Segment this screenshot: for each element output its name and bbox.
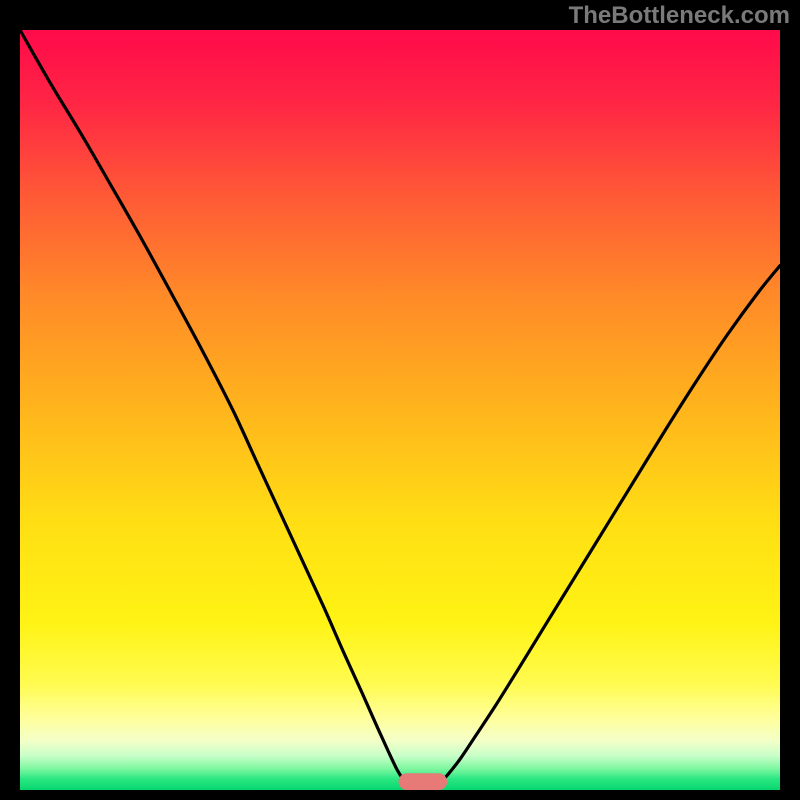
bottleneck-chart: TheBottleneck.com xyxy=(0,0,800,800)
chart-canvas xyxy=(0,0,800,800)
bottom-pill-marker xyxy=(398,773,447,790)
plot-background xyxy=(20,30,780,790)
